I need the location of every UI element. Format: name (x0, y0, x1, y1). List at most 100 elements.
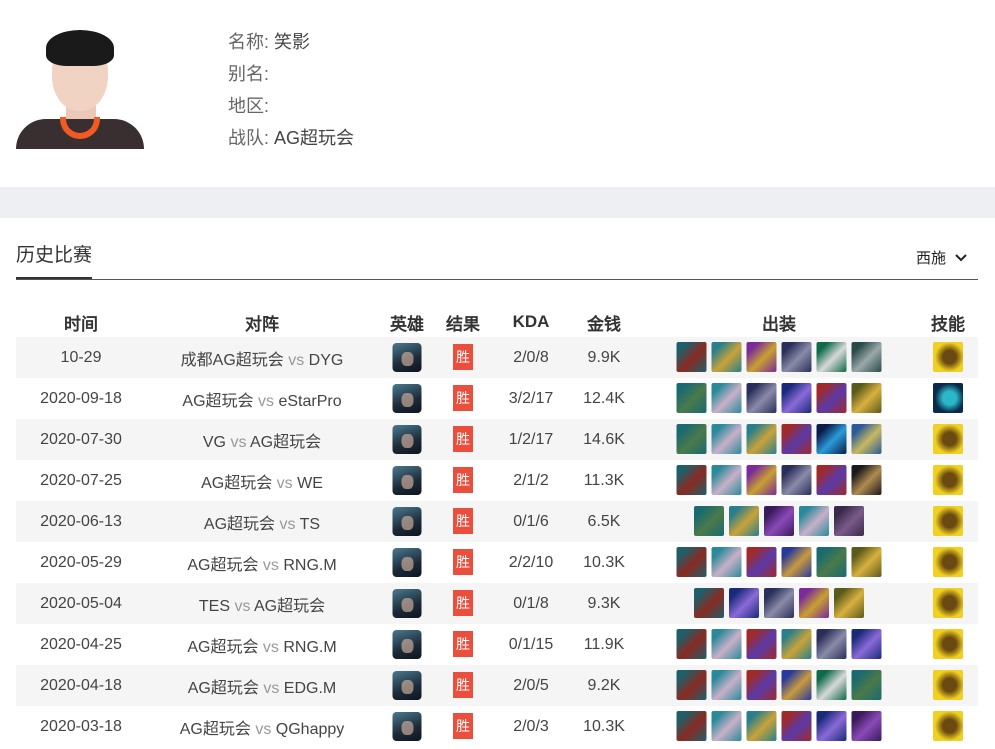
item-icon[interactable] (746, 547, 777, 577)
item-icon[interactable] (851, 424, 882, 454)
match-teams[interactable]: AG超玩会 vs EDG.M (187, 679, 337, 697)
skill-icon (933, 506, 963, 536)
match-teams[interactable]: AG超玩会 vs eStarPro (182, 392, 342, 410)
item-icon[interactable] (851, 711, 882, 741)
player-name: 笑影 (274, 32, 311, 52)
item-icon[interactable] (851, 547, 882, 577)
kda: 2/0/5 (513, 676, 549, 694)
item-icon[interactable] (834, 588, 864, 618)
match-teams[interactable]: VG vs AG超玩会 (202, 433, 322, 451)
item-icon[interactable] (851, 383, 882, 413)
item-icon[interactable] (834, 506, 864, 536)
item-icon[interactable] (676, 547, 707, 577)
hero-avatar (392, 343, 422, 372)
match-history-table: 时间 对阵 英雄 结果 KDA 金钱 出装 技能 10-29 成都AG超玩会 v… (16, 307, 978, 747)
table-row[interactable]: 2020-05-04 TES vs AG超玩会 胜 0/1/8 9.3K (16, 583, 978, 624)
result-badge: 胜 (453, 344, 473, 370)
item-icon[interactable] (764, 506, 794, 536)
hero-avatar (392, 466, 422, 495)
item-icon[interactable] (676, 465, 707, 495)
item-icon[interactable] (676, 670, 707, 700)
item-icon[interactable] (711, 711, 742, 741)
item-icon[interactable] (694, 588, 724, 618)
match-date: 2020-09-18 (40, 389, 122, 407)
kda: 2/0/3 (513, 717, 549, 735)
match-teams[interactable]: 成都AG超玩会 vs DYG (180, 351, 344, 369)
table-row[interactable]: 2020-06-13 AG超玩会 vs TS 胜 0/1/6 6.5K (16, 501, 978, 542)
section-title: 历史比赛 (16, 240, 93, 280)
item-build (676, 383, 882, 413)
match-teams[interactable]: AG超玩会 vs RNG.M (187, 638, 337, 656)
item-icon[interactable] (711, 629, 742, 659)
table-row[interactable]: 2020-05-29 AG超玩会 vs RNG.M 胜 2/2/10 10.3K (16, 542, 978, 583)
item-icon[interactable] (711, 670, 742, 700)
match-teams[interactable]: AG超玩会 vs WE (201, 474, 323, 492)
item-icon[interactable] (711, 465, 742, 495)
item-icon[interactable] (676, 424, 707, 454)
item-icon[interactable] (816, 547, 847, 577)
item-icon[interactable] (816, 383, 847, 413)
hero-avatar (392, 712, 422, 741)
item-icon[interactable] (799, 588, 829, 618)
item-icon[interactable] (781, 547, 812, 577)
table-row[interactable]: 2020-07-25 AG超玩会 vs WE 胜 2/1/2 11.3K (16, 460, 978, 501)
match-teams[interactable]: AG超玩会 vs TS (203, 515, 321, 533)
item-icon[interactable] (729, 588, 759, 618)
item-icon[interactable] (851, 465, 882, 495)
item-icon[interactable] (746, 629, 777, 659)
item-icon[interactable] (816, 424, 847, 454)
item-icon[interactable] (781, 383, 812, 413)
item-icon[interactable] (764, 588, 794, 618)
item-icon[interactable] (746, 342, 777, 372)
table-row[interactable]: 2020-04-18 AG超玩会 vs EDG.M 胜 2/0/5 9.2K (16, 665, 978, 706)
item-icon[interactable] (746, 424, 777, 454)
item-icon[interactable] (711, 342, 742, 372)
table-row[interactable]: 2020-07-30 VG vs AG超玩会 胜 1/2/17 14.6K (16, 419, 978, 460)
item-icon[interactable] (781, 629, 812, 659)
item-icon[interactable] (711, 547, 742, 577)
item-icon[interactable] (781, 424, 812, 454)
divider-band (0, 187, 995, 218)
result-badge: 胜 (453, 549, 473, 575)
item-icon[interactable] (816, 465, 847, 495)
item-icon[interactable] (781, 670, 812, 700)
item-icon[interactable] (781, 711, 812, 741)
item-icon[interactable] (746, 465, 777, 495)
item-icon[interactable] (816, 711, 847, 741)
item-icon[interactable] (816, 342, 847, 372)
item-icon[interactable] (676, 342, 707, 372)
match-teams[interactable]: AG超玩会 vs RNG.M (187, 556, 337, 574)
item-icon[interactable] (781, 465, 812, 495)
item-icon[interactable] (799, 506, 829, 536)
match-teams[interactable]: TES vs AG超玩会 (198, 597, 326, 615)
match-teams[interactable]: AG超玩会 vs QGhappy (179, 720, 345, 738)
item-icon[interactable] (746, 711, 777, 741)
item-icon[interactable] (851, 670, 882, 700)
table-row[interactable]: 2020-04-25 AG超玩会 vs RNG.M 胜 0/1/15 11.9K (16, 624, 978, 665)
item-icon[interactable] (676, 383, 707, 413)
result-badge: 胜 (453, 672, 473, 698)
item-icon[interactable] (746, 383, 777, 413)
hero-filter-dropdown[interactable]: 西施 (916, 247, 968, 268)
table-row[interactable]: 2020-09-18 AG超玩会 vs eStarPro 胜 3/2/17 12… (16, 378, 978, 419)
name-line: 名称: 笑影 (228, 32, 311, 52)
table-row[interactable]: 10-29 成都AG超玩会 vs DYG 胜 2/0/8 9.9K (16, 337, 978, 378)
item-icon[interactable] (711, 383, 742, 413)
hero-avatar (392, 630, 422, 659)
item-icon[interactable] (781, 342, 812, 372)
item-icon[interactable] (851, 629, 882, 659)
item-icon[interactable] (711, 424, 742, 454)
item-build (694, 506, 864, 536)
match-date: 10-29 (60, 348, 102, 366)
item-icon[interactable] (676, 629, 707, 659)
item-icon[interactable] (694, 506, 724, 536)
item-icon[interactable] (676, 711, 707, 741)
gold: 12.4K (583, 389, 625, 407)
result-badge: 胜 (453, 713, 473, 739)
item-icon[interactable] (729, 506, 759, 536)
table-row[interactable]: 2020-03-18 AG超玩会 vs QGhappy 胜 2/0/3 10.3… (16, 706, 978, 747)
item-icon[interactable] (816, 670, 847, 700)
item-icon[interactable] (746, 670, 777, 700)
item-icon[interactable] (816, 629, 847, 659)
item-icon[interactable] (851, 342, 882, 372)
